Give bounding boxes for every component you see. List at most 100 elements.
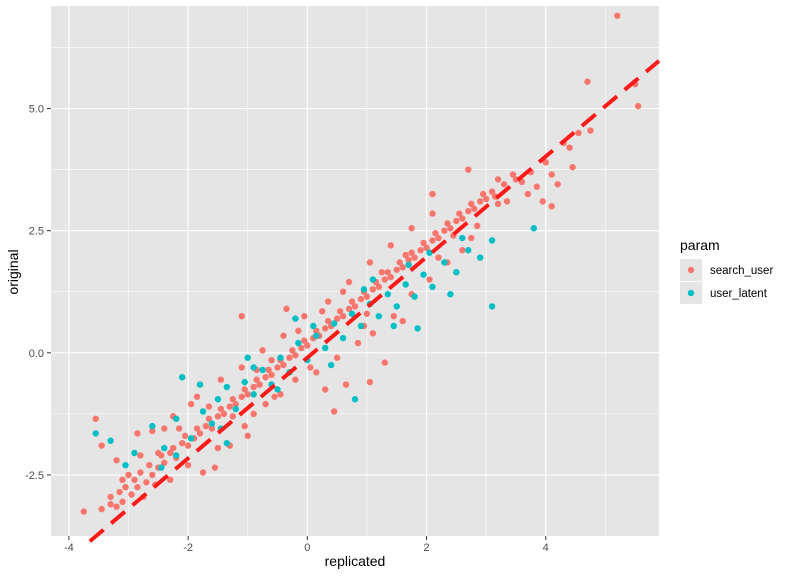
point-user-latent [250,364,257,371]
point-user-latent [393,303,400,310]
point-search-user [342,381,350,388]
point-user-latent [313,332,320,339]
point-search-user [539,198,546,205]
point-search-user [339,312,347,320]
point-search-user [178,439,186,447]
point-search-user [125,471,132,479]
point-search-user [453,217,460,225]
point-search-user [92,415,99,422]
point-user-latent [161,444,168,452]
point-user-latent [244,354,251,361]
point-search-user [408,225,415,232]
y-tick-label: -2.5 [25,470,44,482]
point-search-user [214,444,222,452]
point-search-user [333,315,341,322]
point-user-latent [232,405,239,413]
point-search-user [420,239,427,247]
point-search-user [298,344,305,352]
point-search-user [304,342,311,349]
point-search-user [137,469,144,476]
point-search-user [569,163,576,171]
point-user-latent [199,408,207,415]
x-tick-label: 4 [543,542,549,554]
point-user-latent [360,286,368,293]
point-user-latent [274,386,281,393]
point-search-user [459,247,466,254]
point-search-user [366,259,374,266]
point-search-user [187,400,195,408]
point-search-user [423,244,430,251]
point-search-user [220,410,228,418]
legend-label-search-user: search_user [710,265,773,277]
point-search-user [149,471,156,479]
point-search-user [265,366,272,374]
point-search-user [155,449,162,457]
point-search-user [205,403,213,410]
point-search-user [363,293,371,300]
point-search-user [429,210,436,217]
point-search-user [280,361,287,369]
point-search-user [393,266,400,273]
point-user-latent [384,291,391,298]
point-user-latent [158,464,165,471]
point-search-user [369,330,377,337]
reference-line [88,59,661,543]
point-search-user [184,461,192,469]
point-search-user [566,144,573,151]
point-search-user [184,442,192,449]
point-search-user [259,347,266,354]
point-user-latent [92,430,99,437]
point-search-user [465,166,472,173]
point-user-latent [277,354,284,361]
point-search-user [354,339,362,347]
point-search-user [202,422,210,430]
point-user-latent [310,322,317,330]
point-search-user [378,269,386,276]
point-search-user [262,400,269,408]
point-user-latent [223,383,231,391]
point-search-user [128,491,135,498]
point-user-latent [420,271,427,278]
point-search-user [193,393,201,400]
point-user-latent [375,312,383,320]
point-search-user [208,425,216,432]
point-search-user [429,237,436,244]
point-user-latent [402,281,409,288]
point-user-latent [178,374,186,381]
point-search-user [533,183,541,190]
point-user-latent [530,225,538,232]
point-search-user [503,198,511,205]
point-search-user [554,181,561,188]
point-search-user [447,225,454,232]
point-search-user [301,337,308,344]
point-search-user [417,247,424,254]
point-user-latent [321,344,329,352]
point-user-latent [149,422,156,430]
point-search-user [459,215,466,222]
point-search-user [468,234,475,242]
point-search-user [119,476,126,484]
point-search-user [271,393,278,400]
y-tick-label: 0.0 [29,348,44,360]
point-search-user [339,288,347,295]
point-search-user [634,102,642,110]
point-search-user [301,312,308,320]
point-user-latent [330,320,338,327]
point-search-user [167,449,174,457]
point-search-user [444,220,451,227]
point-search-user [232,400,239,408]
point-search-user [280,332,287,339]
point-user-latent [441,259,448,266]
point-search-user [321,386,329,393]
point-search-user [387,242,394,249]
point-user-latent [196,381,204,388]
point-search-user [375,283,383,291]
legend-key-search-user [687,266,695,274]
point-search-user [473,222,481,230]
point-search-user [587,127,594,134]
point-search-user [193,425,201,432]
point-user-latent [351,396,359,403]
point-user-latent [292,315,299,322]
point-search-user [292,376,299,383]
point-user-latent [453,269,460,276]
